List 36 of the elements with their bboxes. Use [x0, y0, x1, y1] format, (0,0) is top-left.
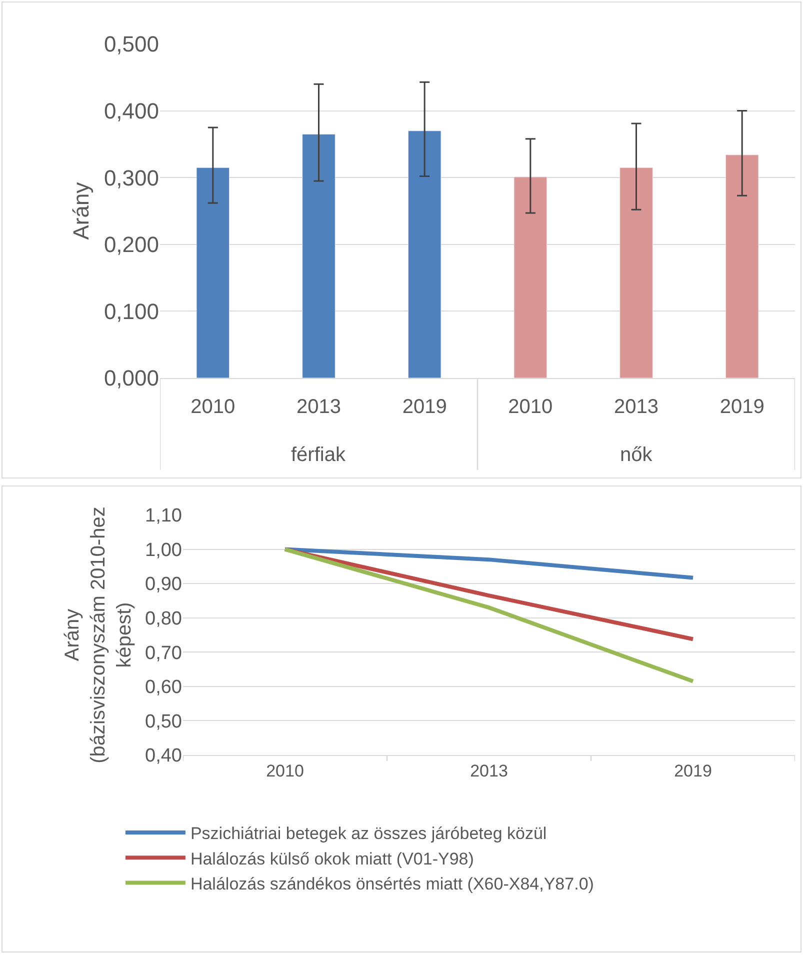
y-tick-label: 0,000 — [104, 366, 159, 391]
x-tick-label: 2010 — [190, 396, 236, 418]
y-axis-title: Arány (bázisviszonyszám 2010-hez képest) — [62, 506, 136, 764]
x-tick-label: 2010 — [508, 396, 553, 418]
y-tick-label: 1,10 — [145, 506, 182, 527]
bar — [196, 167, 230, 378]
x-tick-label: 2013 — [470, 762, 508, 781]
x-tick-label: 2010 — [266, 762, 304, 781]
bar — [408, 130, 442, 378]
x-tick-label: 2019 — [402, 396, 447, 418]
y-tick-label: 0,500 — [104, 32, 159, 57]
y-tick-label: 0,60 — [145, 677, 182, 698]
y-tick-label: 0,300 — [104, 165, 159, 190]
y-tick-label: 0,40 — [145, 746, 182, 767]
bar — [725, 154, 759, 378]
x-tick-label: 2013 — [614, 396, 658, 418]
x-tick-label: 2013 — [296, 396, 341, 418]
y-tick-label: 0,200 — [104, 232, 159, 258]
y-tick-label: 0,100 — [104, 298, 159, 324]
y-axis-title: Arány — [68, 182, 94, 240]
bar — [620, 167, 653, 378]
y-tick-label: 0,80 — [145, 608, 182, 630]
y-tick-label: 0,50 — [145, 711, 182, 732]
bar — [514, 176, 548, 378]
legend-label: Pszichiátriai betegek az összes járóbeteg közül — [190, 824, 547, 844]
text: férfiak — [291, 444, 346, 466]
y-tick-label: 0,70 — [145, 642, 182, 664]
y-tick-label: 0,90 — [145, 574, 182, 596]
x-tick-label: 2019 — [674, 762, 712, 781]
x-tick-label: 2019 — [720, 396, 764, 418]
text: nők — [620, 444, 654, 466]
y-tick-label: 0,400 — [104, 98, 159, 124]
bar — [302, 134, 336, 378]
legend-label: Halálozás szándékos önsértés miatt (X60-X84,Y87.0) — [190, 874, 594, 894]
y-tick-label: 1,00 — [145, 540, 182, 561]
legend-label: Halálozás külső okok miatt (V01-Y98) — [190, 849, 474, 868]
